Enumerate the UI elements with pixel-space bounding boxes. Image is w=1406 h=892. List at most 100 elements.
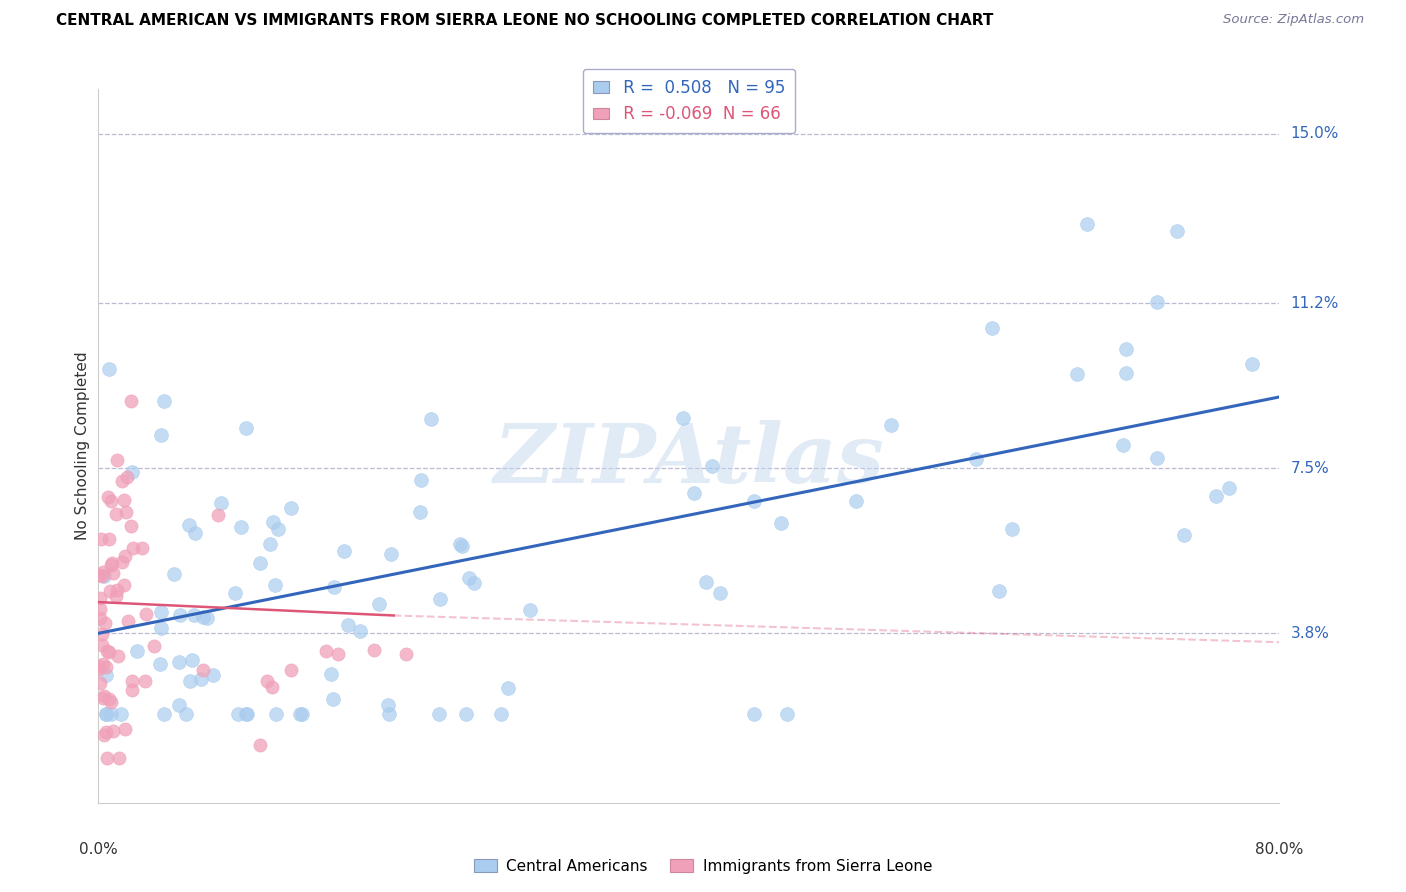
Point bbox=[489, 706, 512, 721]
Point bbox=[322, 580, 344, 594]
Point bbox=[89, 602, 111, 616]
Point bbox=[1240, 358, 1263, 372]
Point bbox=[880, 418, 903, 433]
Point bbox=[1146, 450, 1168, 465]
Point bbox=[463, 575, 485, 590]
Point bbox=[207, 508, 229, 522]
Point bbox=[93, 689, 115, 703]
Point bbox=[288, 706, 311, 721]
Point bbox=[449, 537, 471, 551]
Point bbox=[179, 518, 201, 533]
Point bbox=[249, 557, 271, 571]
Point bbox=[193, 664, 215, 678]
Point bbox=[163, 566, 186, 581]
Point bbox=[131, 541, 153, 556]
Text: 80.0%: 80.0% bbox=[1256, 842, 1303, 856]
Point bbox=[134, 673, 156, 688]
Point bbox=[111, 474, 134, 488]
Point bbox=[91, 565, 114, 579]
Point bbox=[167, 655, 190, 669]
Point bbox=[100, 695, 122, 709]
Point bbox=[100, 493, 122, 508]
Point bbox=[87, 659, 110, 673]
Point bbox=[193, 609, 215, 624]
Point bbox=[322, 691, 344, 706]
Point bbox=[100, 558, 122, 572]
Point bbox=[98, 645, 121, 659]
Point bbox=[980, 320, 1002, 334]
Point bbox=[94, 724, 117, 739]
Point bbox=[1218, 481, 1240, 495]
Point bbox=[98, 362, 121, 376]
Point bbox=[105, 453, 128, 467]
Point bbox=[235, 706, 257, 721]
Point bbox=[700, 458, 723, 473]
Point bbox=[180, 653, 202, 667]
Point bbox=[965, 451, 987, 466]
Point bbox=[235, 421, 257, 435]
Point bbox=[107, 582, 129, 597]
Point bbox=[1205, 489, 1227, 503]
Point bbox=[93, 657, 115, 671]
Point bbox=[179, 673, 201, 688]
Point bbox=[97, 491, 120, 505]
Point bbox=[94, 706, 117, 721]
Legend: Central Americans, Immigrants from Sierra Leone: Central Americans, Immigrants from Sierr… bbox=[468, 853, 938, 880]
Point bbox=[96, 644, 118, 658]
Point bbox=[695, 574, 717, 589]
Point bbox=[108, 751, 131, 765]
Point bbox=[519, 603, 541, 617]
Text: CENTRAL AMERICAN VS IMMIGRANTS FROM SIERRA LEONE NO SCHOOLING COMPLETED CORRELAT: CENTRAL AMERICAN VS IMMIGRANTS FROM SIER… bbox=[56, 13, 994, 29]
Point bbox=[1146, 295, 1168, 310]
Point bbox=[125, 644, 148, 658]
Point bbox=[498, 681, 520, 695]
Point bbox=[153, 706, 176, 721]
Point bbox=[224, 586, 246, 600]
Point bbox=[112, 492, 135, 507]
Point bbox=[845, 494, 868, 508]
Point bbox=[89, 610, 111, 624]
Point bbox=[183, 608, 205, 623]
Point bbox=[121, 682, 143, 697]
Point bbox=[429, 592, 451, 607]
Legend:  R =  0.508   N = 95,  R = -0.069  N = 66: R = 0.508 N = 95, R = -0.069 N = 66 bbox=[582, 69, 796, 133]
Point bbox=[209, 496, 232, 510]
Point bbox=[93, 729, 115, 743]
Point bbox=[190, 673, 212, 687]
Point bbox=[120, 519, 142, 533]
Point bbox=[380, 547, 402, 561]
Point bbox=[264, 578, 287, 592]
Point bbox=[321, 666, 343, 681]
Text: 7.5%: 7.5% bbox=[1291, 461, 1329, 475]
Point bbox=[93, 569, 115, 583]
Point bbox=[89, 662, 111, 676]
Point bbox=[94, 706, 117, 721]
Point bbox=[169, 698, 191, 712]
Point bbox=[89, 676, 111, 690]
Point bbox=[90, 638, 112, 652]
Point bbox=[101, 723, 124, 738]
Point bbox=[450, 539, 472, 553]
Text: 15.0%: 15.0% bbox=[1291, 127, 1339, 141]
Point bbox=[184, 526, 207, 541]
Point bbox=[378, 706, 401, 721]
Point bbox=[149, 605, 172, 619]
Point bbox=[121, 541, 143, 556]
Point bbox=[91, 568, 114, 582]
Point bbox=[1115, 342, 1137, 356]
Point bbox=[267, 522, 290, 536]
Text: 11.2%: 11.2% bbox=[1291, 296, 1339, 310]
Point bbox=[112, 578, 135, 592]
Point bbox=[349, 624, 371, 638]
Point bbox=[143, 639, 166, 653]
Point bbox=[709, 586, 731, 600]
Point bbox=[262, 515, 284, 529]
Point bbox=[97, 532, 120, 546]
Point bbox=[105, 507, 128, 521]
Point bbox=[315, 643, 337, 657]
Point bbox=[110, 706, 132, 721]
Point bbox=[1066, 367, 1088, 381]
Point bbox=[683, 486, 706, 500]
Point bbox=[93, 616, 115, 631]
Point bbox=[249, 739, 271, 753]
